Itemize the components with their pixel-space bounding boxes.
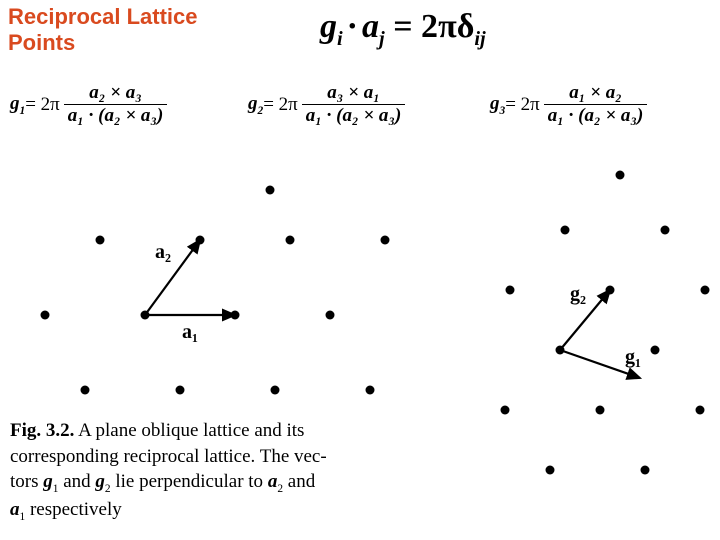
caption-g1: g [43, 471, 53, 492]
eq-delta: δ [457, 8, 475, 45]
eq-pi: π [438, 8, 457, 45]
eq-dij: ij [474, 28, 485, 50]
lattice-point [701, 286, 710, 295]
lattice-point [596, 406, 605, 415]
eq-gi: i [337, 28, 343, 50]
caption-l4b: respectively [25, 499, 122, 520]
caption-l2: corresponding reciprocal lattice. The ve… [10, 446, 327, 467]
lattice-point [96, 236, 105, 245]
caption-and2: and [283, 471, 315, 492]
lattice-point [651, 346, 660, 355]
vector-label-g₁: g₁ [625, 346, 641, 368]
direct-lattice-diagram: a₁ a₂ [10, 160, 410, 420]
caption-lead: Fig. 3.2. [10, 420, 74, 441]
caption-g2: g [95, 471, 105, 492]
lattice-point [366, 386, 375, 395]
lattice-point [661, 226, 670, 235]
lattice-point [506, 286, 515, 295]
caption-a1: a [10, 499, 20, 520]
lattice-point [641, 466, 650, 475]
eq-eq: = 2 [385, 8, 438, 45]
vector-label-g₂: g₂ [570, 283, 586, 305]
lattice-point [381, 236, 390, 245]
caption-l1: A plane oblique lattice and its [74, 420, 304, 441]
lattice-point [176, 386, 185, 395]
eq-g: g [320, 8, 337, 45]
caption-l3b: lie perpendicular to [111, 471, 268, 492]
main-equation: gi·aj = 2πδij [320, 8, 486, 51]
caption-l3a: tors [10, 471, 43, 492]
lattice-point [546, 466, 555, 475]
lattice-point [286, 236, 295, 245]
lattice-point [561, 226, 570, 235]
lattice-point [616, 171, 625, 180]
formula-g2: g2 = 2π a₃ × a₁a₁ · (a₂ × a₃) [248, 82, 405, 127]
figure-caption: Fig. 3.2. A plane oblique lattice and it… [10, 418, 390, 526]
vector-label-a₂: a₂ [155, 241, 171, 263]
vector-label-a₁: a₁ [182, 321, 198, 343]
lattice-point [501, 406, 510, 415]
vector-a₂ [145, 240, 200, 315]
page-title: Reciprocal Lattice Points [8, 4, 198, 57]
reciprocal-lattice-diagram: g₂ g₁ [430, 160, 720, 490]
lattice-point [326, 311, 335, 320]
lattice-point [81, 386, 90, 395]
eq-dot: · [343, 8, 362, 45]
lattice-point [696, 406, 705, 415]
lattice-point [266, 186, 275, 195]
lattice-point [271, 386, 280, 395]
caption-a2: a [268, 471, 278, 492]
formula-g3: g3 = 2π a₁ × a₂a₁ · (a₂ × a₃) [490, 82, 647, 127]
formula-g1: g1 = 2π a₂ × a₃a₁ · (a₂ × a₃) [10, 82, 167, 127]
caption-and1: and [58, 471, 95, 492]
lattice-point [41, 311, 50, 320]
eq-a: a [362, 8, 379, 45]
